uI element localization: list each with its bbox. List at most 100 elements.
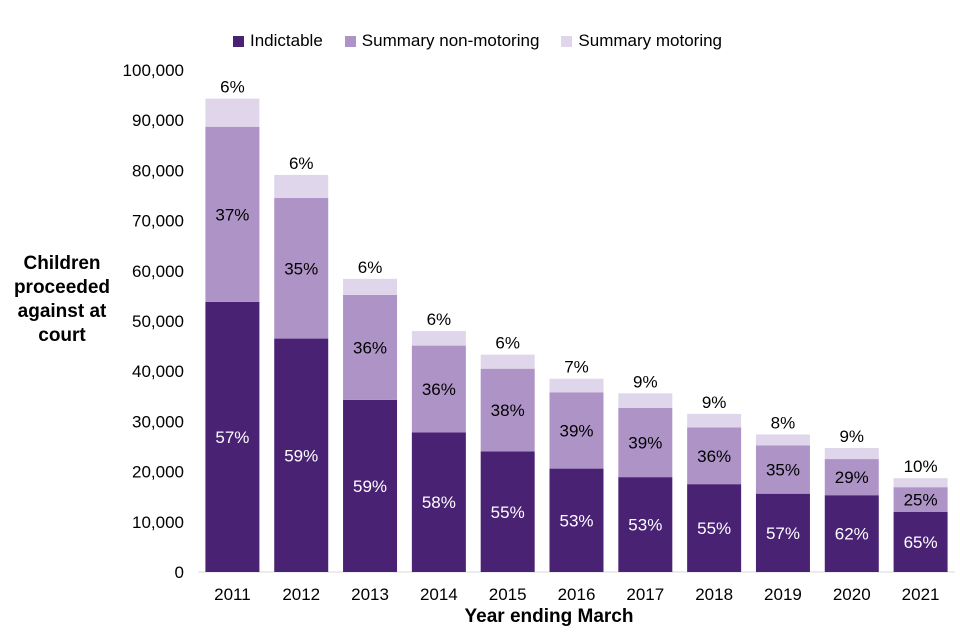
data-label: 59% [284, 446, 318, 465]
bar-segment [618, 393, 673, 408]
bar-segment [755, 493, 810, 572]
bar-segment [755, 434, 810, 446]
legend-item-summary-non-motoring: Summary non-motoring [344, 31, 539, 51]
bar-segment [205, 301, 260, 572]
data-label: 57% [215, 428, 249, 447]
bar-segment [824, 495, 879, 572]
legend-swatch [233, 35, 244, 47]
y-tick-label: 20,000 [132, 463, 184, 482]
bar-segment [411, 345, 466, 433]
bar-segment [618, 477, 673, 572]
legend-swatch [344, 35, 356, 47]
data-label: 6% [289, 154, 314, 173]
bar-segment [343, 294, 398, 400]
legend-label: Indictable [250, 31, 323, 50]
bar-segment [549, 378, 604, 393]
bar-segment [893, 487, 948, 512]
data-label: 58% [422, 493, 456, 512]
y-tick-label: 60,000 [132, 262, 184, 281]
x-tick-label: 2011 [214, 585, 251, 604]
data-label: 65% [904, 533, 938, 552]
y-tick-label: 50,000 [132, 312, 184, 331]
y-tick-label: 90,000 [132, 111, 184, 130]
y-tick-label: 10,000 [132, 513, 184, 532]
bar-segment [411, 432, 466, 572]
data-label: 36% [697, 447, 731, 466]
x-tick-label: 2021 [902, 585, 940, 604]
data-label: 8% [771, 413, 796, 432]
bar-segment [687, 484, 742, 572]
bar-segment [343, 278, 398, 295]
bar-segment [205, 126, 260, 302]
data-label: 39% [628, 433, 662, 452]
bar-segment [618, 407, 673, 478]
data-label: 6% [358, 258, 383, 277]
legend-label: Summary motoring [578, 31, 723, 50]
bar-segment [549, 468, 604, 572]
data-label: 53% [628, 516, 662, 535]
legend-item-summary-motoring: Summary motoring [561, 31, 722, 51]
bars [205, 98, 948, 572]
bar-segment [205, 98, 260, 127]
data-label: 7% [564, 358, 589, 377]
bar-segment [411, 331, 466, 346]
data-label: 35% [766, 461, 800, 480]
data-label: 55% [491, 503, 525, 522]
legend: Indictable Summary non-motoring Summary … [233, 31, 722, 51]
y-tick-label: 70,000 [132, 212, 184, 231]
x-tick-label: 2020 [833, 585, 871, 604]
data-label: 36% [422, 380, 456, 399]
data-label: 29% [835, 468, 869, 487]
data-label: 53% [559, 511, 593, 530]
data-label: 9% [633, 372, 658, 391]
bar-segment [755, 445, 810, 494]
x-tick-label: 2015 [489, 585, 527, 604]
data-label: 6% [220, 78, 245, 97]
data-label: 25% [904, 490, 938, 509]
x-axis-title: Year ending March [464, 606, 634, 627]
bar-segment [824, 459, 879, 496]
x-tick-label: 2012 [282, 585, 320, 604]
data-label: 55% [697, 519, 731, 538]
x-tick-label: 2018 [695, 585, 733, 604]
y-axis-title: Children proceeded against at court [13, 253, 111, 346]
bar-segment [549, 392, 604, 469]
bar-segment [343, 399, 398, 572]
x-tick-label: 2013 [351, 585, 389, 604]
data-label: 39% [559, 421, 593, 440]
bar-segment [687, 427, 742, 485]
data-label: 38% [491, 401, 525, 420]
segment-labels: 57% 37% 6% 59% 35% 6% 59% 36% 6% 58% 36% 6% 55% 38% 6%… [215, 78, 937, 552]
bar-segment [480, 368, 535, 452]
bar-segment [274, 174, 329, 199]
bar-segment [480, 354, 535, 369]
y-tick-label: 0 [175, 563, 184, 582]
bar-segment [687, 413, 742, 428]
data-label: 62% [835, 525, 869, 544]
x-tick-label: 2014 [420, 585, 458, 604]
data-label: 6% [495, 334, 520, 353]
data-label: 9% [702, 393, 727, 412]
x-tick-label: 2017 [626, 585, 664, 604]
x-tick-label: 2016 [558, 585, 596, 604]
bar-segment [274, 198, 329, 339]
bar-segment [893, 511, 948, 572]
legend-item-indictable: Indictable [233, 31, 323, 51]
y-tick-label: 40,000 [132, 362, 184, 381]
bar-segment [274, 338, 329, 572]
data-label: 9% [839, 427, 864, 446]
data-label: 6% [427, 310, 452, 329]
y-tick-label: 30,000 [132, 412, 184, 431]
bar-segment [824, 448, 879, 460]
data-label: 35% [284, 259, 318, 278]
x-tick-label: 2019 [764, 585, 802, 604]
y-tick-label: 80,000 [132, 161, 184, 180]
data-label: 37% [215, 205, 249, 224]
data-label: 36% [353, 338, 387, 357]
bar-segment [480, 451, 535, 572]
bar-segment [893, 478, 948, 488]
data-label: 10% [904, 457, 938, 476]
data-label: 59% [353, 477, 387, 496]
data-label: 57% [766, 524, 800, 543]
